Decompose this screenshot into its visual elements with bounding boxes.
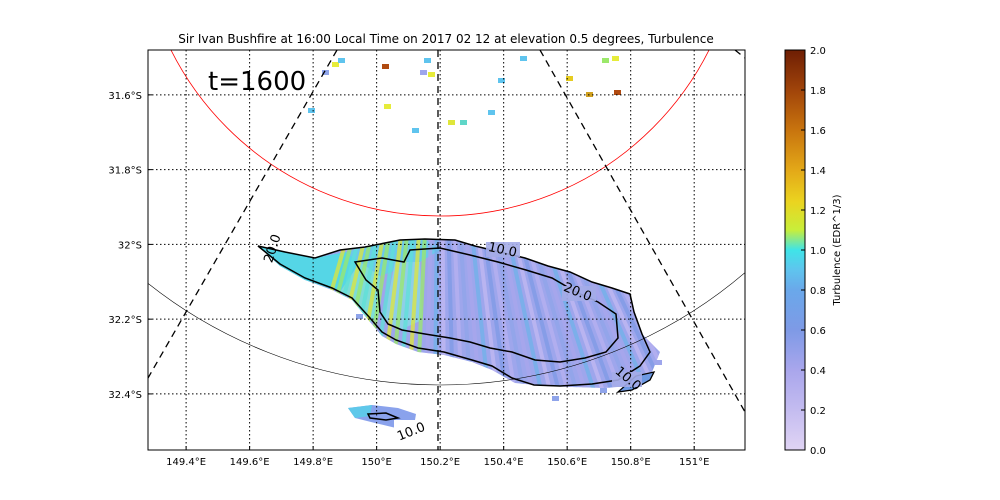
- x-tick-label: 149.4°E: [166, 457, 206, 468]
- turbulence-stripe: [438, 239, 549, 388]
- turbulence-stripe: [438, 239, 587, 388]
- echo-speck: [552, 396, 559, 401]
- echo-speck: [308, 108, 315, 113]
- turbulence-stripe: [438, 239, 597, 388]
- x-tick-label: 149.8°E: [293, 457, 333, 468]
- turbulence-stripe: [438, 239, 615, 388]
- x-tick-label: 150.8°E: [611, 457, 651, 468]
- southern-echo-contour: [366, 412, 401, 421]
- x-tick-label: 151°E: [679, 457, 709, 468]
- echo-speck: [614, 90, 621, 95]
- turbulence-stripe: [438, 239, 641, 388]
- colorbar-tick-label: 1.2: [810, 206, 826, 217]
- colorbar-tick-label: 1.8: [810, 86, 826, 97]
- colorbar-tick-label: 0.0: [810, 446, 826, 457]
- x-tick-label: 150.4°E: [484, 457, 524, 468]
- x-tick-label: 150°E: [361, 457, 391, 468]
- echo-speck: [382, 64, 389, 69]
- echo-speck: [424, 58, 431, 63]
- echo-speck: [384, 104, 391, 109]
- turbulence-stripe: [438, 239, 660, 388]
- echo-speck: [488, 110, 495, 115]
- time-annotation: t=1600: [208, 67, 306, 97]
- turbulence-stripe: [438, 239, 529, 388]
- echo-speck: [332, 62, 339, 67]
- turbulence-stripe: [438, 239, 568, 388]
- turbulence-stripe: [438, 239, 606, 388]
- range-ring-black: [148, 272, 745, 386]
- colorbar-tick-label: 0.6: [810, 326, 826, 337]
- y-tick-label: 31.8°S: [108, 166, 142, 177]
- scattered-echoes: [308, 56, 662, 401]
- echo-speck: [448, 120, 455, 125]
- turbulence-stripe: [438, 239, 578, 388]
- y-tick-label: 31.6°S: [108, 91, 142, 102]
- plot-area: [148, 50, 745, 450]
- echo-speck: [338, 58, 345, 63]
- x-axis: 149.4°E 149.6°E 149.8°E 150°E 150.2°E 150.4°E…: [166, 446, 709, 468]
- x-tick-label: 149.6°E: [230, 457, 270, 468]
- colorbar-tick-label: 0.4: [810, 366, 826, 377]
- turbulence-stripe: [438, 239, 658, 388]
- echo-speck: [612, 56, 619, 61]
- y-tick-label: 32°S: [118, 240, 142, 251]
- echo-speck: [498, 78, 505, 83]
- echo-speck: [566, 76, 573, 81]
- colorbar-ticks: 0.0 0.2 0.4 0.6 0.8 1.0 1.2 1.4 1.6 1.8 2.0: [801, 46, 826, 457]
- contour-label: 10.0: [487, 240, 518, 261]
- turbulence-stripe: [438, 239, 660, 388]
- sector-line-right: [539, 50, 745, 413]
- chart-title: Sir Ivan Bushfire at 16:00 Local Time on…: [178, 32, 714, 46]
- turbulence-stripe: [438, 239, 559, 388]
- x-tick-label: 150.6°E: [547, 457, 587, 468]
- echo-speck: [520, 56, 527, 61]
- colorbar-tick-label: 0.8: [810, 286, 826, 297]
- range-ring-red: [170, 50, 710, 217]
- y-axis: 31.6°S 31.8°S 32°S 32.2°S 32.4°S: [108, 91, 152, 401]
- contour-20: [353, 247, 619, 363]
- turbulence-stripe: [438, 239, 649, 388]
- echo-speck: [356, 314, 363, 319]
- y-tick-label: 32.2°S: [108, 315, 142, 326]
- colorbar-tick-label: 1.6: [810, 126, 826, 137]
- echo-speck: [428, 72, 435, 77]
- echo-speck: [655, 360, 662, 365]
- echo-speck: [420, 70, 427, 75]
- echo-speck: [600, 388, 607, 393]
- y-tick-label: 32.4°S: [108, 390, 142, 401]
- turbulence-stripe: [438, 239, 539, 388]
- colorbar-label: Turbulence (EDR^1/3): [832, 194, 843, 306]
- colorbar-tick-label: 1.0: [810, 246, 826, 257]
- sector-line-left: [148, 50, 338, 379]
- plot-frame: [147, 49, 746, 451]
- echo-speck: [602, 58, 609, 63]
- colorbar-tick-label: 1.4: [810, 166, 826, 177]
- contour-10: [257, 238, 651, 387]
- colorbar-tick-label: 2.0: [810, 46, 826, 57]
- turbulence-stripe: [438, 239, 660, 388]
- x-tick-label: 150.2°E: [420, 457, 460, 468]
- colorbar-tick-label: 0.2: [810, 406, 826, 417]
- echo-speck: [322, 70, 329, 75]
- echo-speck: [412, 128, 419, 133]
- echo-speck: [460, 120, 467, 125]
